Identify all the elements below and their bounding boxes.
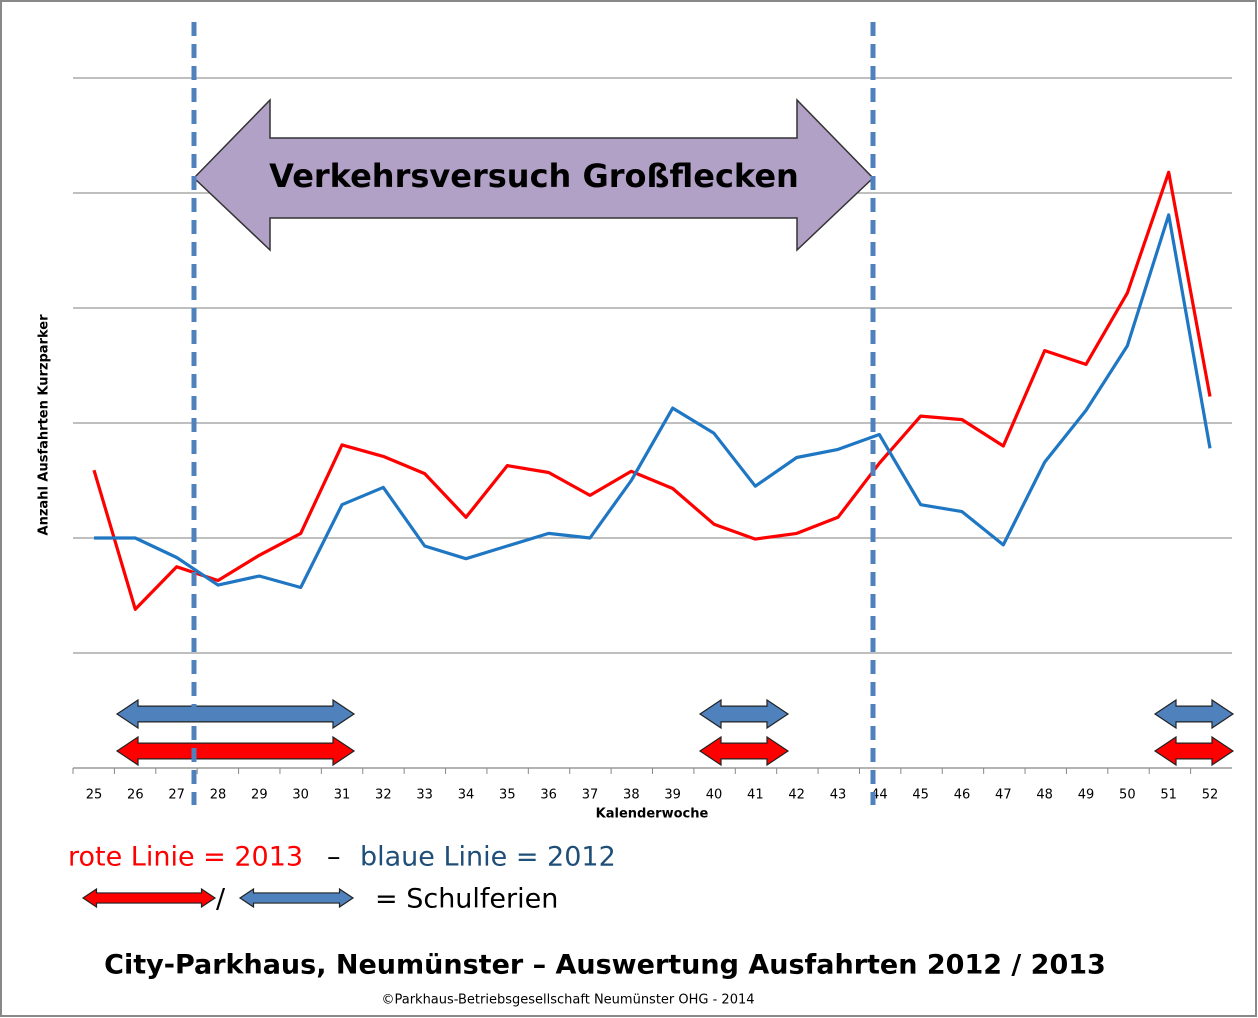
x-tick-label: 48	[1036, 788, 1053, 803]
x-tick-label: 45	[912, 788, 929, 803]
holiday-arrow-2012	[115, 698, 356, 730]
x-tick-label: 25	[86, 788, 103, 803]
legend-dash: –	[327, 842, 341, 873]
annotation-text: Verkehrsversuch Großflecken	[269, 157, 799, 195]
x-tick-label: 43	[830, 788, 847, 803]
chart-title: City-Parkhaus, Neumünster – Auswertung A…	[104, 950, 1106, 981]
x-tick-label: 41	[747, 788, 764, 803]
x-tick-label: 28	[210, 788, 227, 803]
legend-holidays: = Schulferien	[375, 884, 558, 915]
x-tick-label: 42	[788, 788, 805, 803]
series-line	[92, 170, 1212, 611]
x-tick-label: 29	[251, 788, 268, 803]
y-axis-label: Anzahl Ausfahrten Kurzparker	[37, 314, 52, 536]
x-tick-label: 33	[416, 788, 433, 803]
x-tick-label: 35	[499, 788, 516, 803]
x-tick-label: 39	[664, 788, 681, 803]
x-tick-label: 38	[623, 788, 640, 803]
x-tick-label: 52	[1202, 788, 1219, 803]
copyright: ©Parkhaus-Betriebsgesellschaft Neumünste…	[381, 993, 754, 1008]
x-tick-label: 31	[334, 788, 351, 803]
legend-blue: blaue Linie = 2012	[360, 842, 616, 873]
x-tick-label: 50	[1119, 788, 1136, 803]
x-tick-label: 36	[540, 788, 557, 803]
series-line	[94, 213, 1212, 590]
x-tick-label: 34	[458, 788, 475, 803]
x-tick-label: 32	[375, 788, 392, 803]
x-tick-label: 51	[1160, 788, 1177, 803]
legend-arrow-2013	[81, 887, 217, 909]
x-tick-label: 30	[292, 788, 309, 803]
holiday-arrow-2013	[1153, 735, 1235, 767]
x-tick-label: 37	[582, 788, 599, 803]
legend-slash: /	[216, 884, 226, 915]
holiday-arrow-2013	[115, 735, 356, 767]
x-tick-label: 46	[954, 788, 971, 803]
holiday-arrow-2012	[1153, 698, 1235, 730]
x-tick-label: 26	[127, 788, 144, 803]
holiday-arrow-2013	[698, 735, 790, 767]
x-axis-label: Kalenderwoche	[596, 807, 709, 822]
x-tick-label: 27	[168, 788, 185, 803]
x-tick-label: 40	[706, 788, 723, 803]
legend-red: rote Linie = 2013	[68, 842, 303, 873]
x-tick-label: 47	[995, 788, 1012, 803]
legend-arrow-2012	[238, 887, 355, 909]
holiday-arrow-2012	[698, 698, 790, 730]
x-tick-label: 49	[1078, 788, 1095, 803]
